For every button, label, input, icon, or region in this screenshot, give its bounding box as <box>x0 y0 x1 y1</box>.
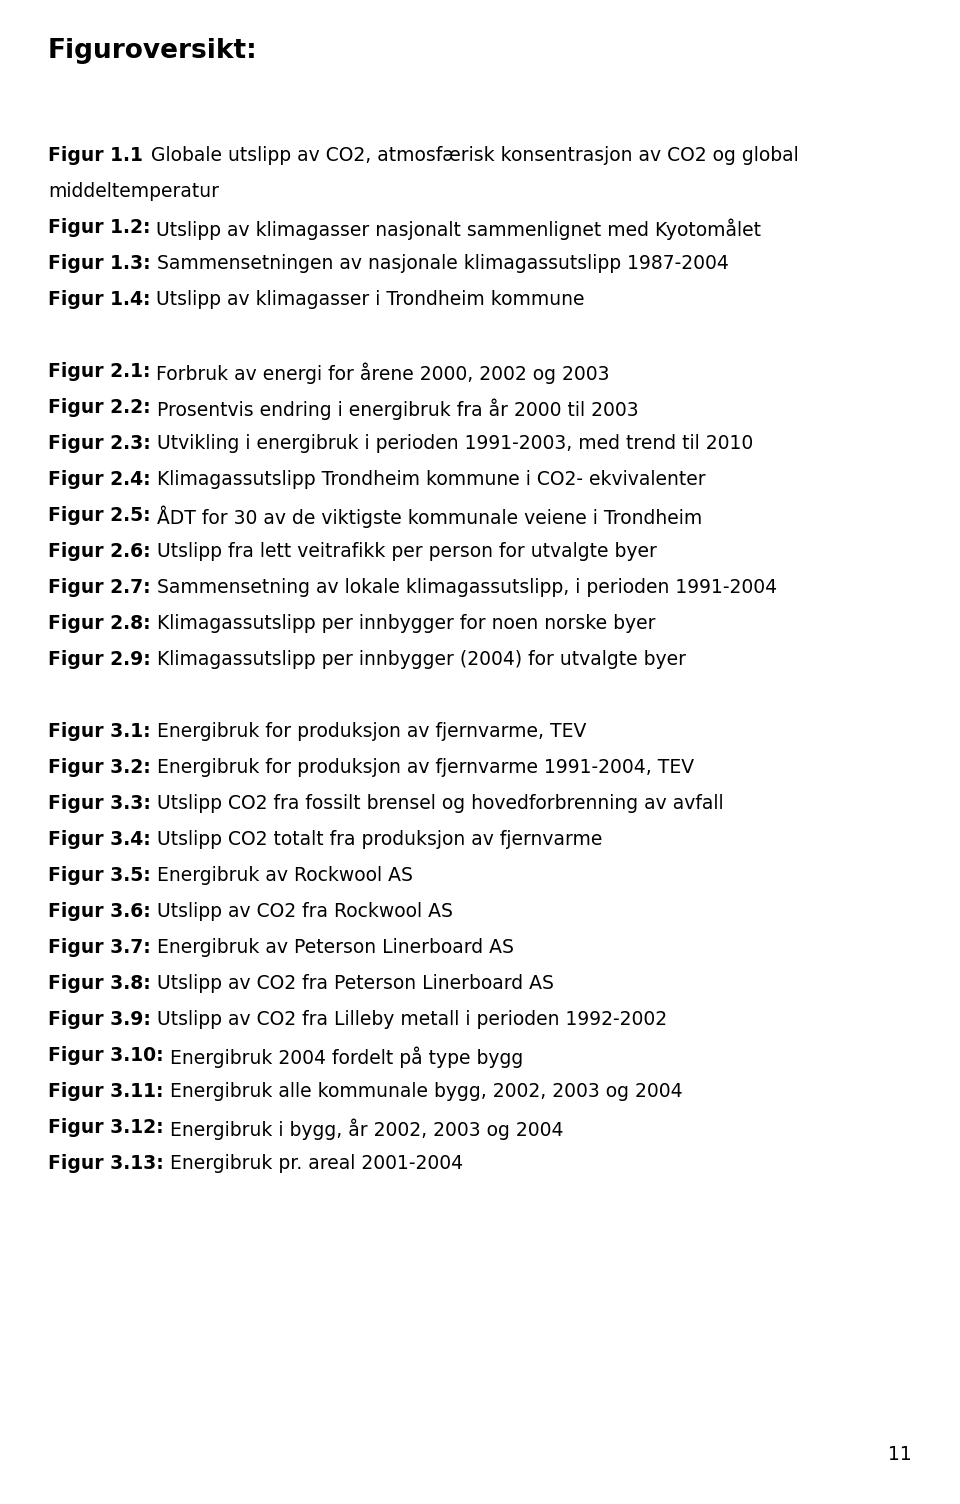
Text: Energibruk alle kommunale bygg, 2002, 2003 og 2004: Energibruk alle kommunale bygg, 2002, 20… <box>170 1081 683 1101</box>
Text: Energibruk pr. areal 2001-2004: Energibruk pr. areal 2001-2004 <box>170 1154 463 1173</box>
Text: Figur 2.8:: Figur 2.8: <box>48 614 151 633</box>
Text: Figur 2.7:: Figur 2.7: <box>48 578 151 597</box>
Text: Sammensetningen av nasjonale klimagassutslipp 1987-2004: Sammensetningen av nasjonale klimagassut… <box>156 254 729 274</box>
Text: Utslipp CO2 totalt fra produksjon av fjernvarme: Utslipp CO2 totalt fra produksjon av fje… <box>156 830 602 848</box>
Text: Utslipp av CO2 fra Lilleby metall i perioden 1992-2002: Utslipp av CO2 fra Lilleby metall i peri… <box>156 1011 667 1029</box>
Text: Figur 3.1:: Figur 3.1: <box>48 722 151 741</box>
Text: Energibruk 2004 fordelt på type bygg: Energibruk 2004 fordelt på type bygg <box>170 1045 523 1068</box>
Text: Utslipp av CO2 fra Rockwool AS: Utslipp av CO2 fra Rockwool AS <box>156 902 452 920</box>
Text: Energibruk for produksjon av fjernvarme, TEV: Energibruk for produksjon av fjernvarme,… <box>156 722 586 741</box>
Text: Figur 2.6:: Figur 2.6: <box>48 541 151 561</box>
Text: Figur 2.3:: Figur 2.3: <box>48 435 151 453</box>
Text: Sammensetning av lokale klimagassutslipp, i perioden 1991-2004: Sammensetning av lokale klimagassutslipp… <box>156 578 777 597</box>
Text: Utslipp av klimagasser i Trondheim kommune: Utslipp av klimagasser i Trondheim kommu… <box>156 290 585 308</box>
Text: Figur 3.4:: Figur 3.4: <box>48 830 151 848</box>
Text: Energibruk i bygg, år 2002, 2003 og 2004: Energibruk i bygg, år 2002, 2003 og 2004 <box>170 1117 564 1140</box>
Text: Forbruk av energi for årene 2000, 2002 og 2003: Forbruk av energi for årene 2000, 2002 o… <box>156 362 610 384</box>
Text: Figur 2.2:: Figur 2.2: <box>48 399 151 417</box>
Text: Figur 3.6:: Figur 3.6: <box>48 902 151 920</box>
Text: Figur 3.3:: Figur 3.3: <box>48 794 151 814</box>
Text: Utvikling i energibruk i perioden 1991-2003, med trend til 2010: Utvikling i energibruk i perioden 1991-2… <box>156 435 753 453</box>
Text: Figur 3.10:: Figur 3.10: <box>48 1045 163 1065</box>
Text: Figur 1.1: Figur 1.1 <box>48 146 143 165</box>
Text: Figur 3.12:: Figur 3.12: <box>48 1117 163 1137</box>
Text: Figur 3.5:: Figur 3.5: <box>48 866 151 884</box>
Text: Klimagassutslipp per innbygger (2004) for utvalgte byer: Klimagassutslipp per innbygger (2004) fo… <box>156 650 685 669</box>
Text: ÅDT for 30 av de viktigste kommunale veiene i Trondheim: ÅDT for 30 av de viktigste kommunale vei… <box>156 505 702 528</box>
Text: Energibruk av Rockwool AS: Energibruk av Rockwool AS <box>156 866 413 884</box>
Text: Utslipp av klimagasser nasjonalt sammenlignet med Kyotomålet: Utslipp av klimagasser nasjonalt sammenl… <box>156 218 761 239</box>
Text: Utslipp CO2 fra fossilt brensel og hovedforbrenning av avfall: Utslipp CO2 fra fossilt brensel og hoved… <box>156 794 724 814</box>
Text: Figur 1.2:: Figur 1.2: <box>48 218 151 238</box>
Text: Figur 1.3:: Figur 1.3: <box>48 254 151 274</box>
Text: Figur 3.2:: Figur 3.2: <box>48 758 151 778</box>
Text: Figur 3.11:: Figur 3.11: <box>48 1081 163 1101</box>
Text: Figur 2.9:: Figur 2.9: <box>48 650 151 669</box>
Text: Energibruk av Peterson Linerboard AS: Energibruk av Peterson Linerboard AS <box>156 938 514 957</box>
Text: Globale utslipp av CO2, atmosfærisk konsentrasjon av CO2 og global: Globale utslipp av CO2, atmosfærisk kons… <box>151 146 799 165</box>
Text: Klimagassutslipp per innbygger for noen norske byer: Klimagassutslipp per innbygger for noen … <box>156 614 655 633</box>
Text: Figur 2.1:: Figur 2.1: <box>48 362 151 381</box>
Text: Figur 3.8:: Figur 3.8: <box>48 975 151 993</box>
Text: Prosentvis endring i energibruk fra år 2000 til 2003: Prosentvis endring i energibruk fra år 2… <box>156 399 638 420</box>
Text: Klimagassutslipp Trondheim kommune i CO2- ekvivalenter: Klimagassutslipp Trondheim kommune i CO2… <box>156 469 706 489</box>
Text: Figur 3.7:: Figur 3.7: <box>48 938 151 957</box>
Text: Utslipp av CO2 fra Peterson Linerboard AS: Utslipp av CO2 fra Peterson Linerboard A… <box>156 975 554 993</box>
Text: Energibruk for produksjon av fjernvarme 1991-2004, TEV: Energibruk for produksjon av fjernvarme … <box>156 758 694 778</box>
Text: Figur 2.5:: Figur 2.5: <box>48 505 151 525</box>
Text: 11: 11 <box>888 1445 912 1463</box>
Text: Utslipp fra lett veitrafikk per person for utvalgte byer: Utslipp fra lett veitrafikk per person f… <box>156 541 657 561</box>
Text: Figur 3.13:: Figur 3.13: <box>48 1154 164 1173</box>
Text: Figur 3.9:: Figur 3.9: <box>48 1011 151 1029</box>
Text: Figur 2.4:: Figur 2.4: <box>48 469 151 489</box>
Text: Figur 1.4:: Figur 1.4: <box>48 290 151 308</box>
Text: middeltemperatur: middeltemperatur <box>48 182 219 202</box>
Text: Figuroversikt:: Figuroversikt: <box>48 38 257 65</box>
